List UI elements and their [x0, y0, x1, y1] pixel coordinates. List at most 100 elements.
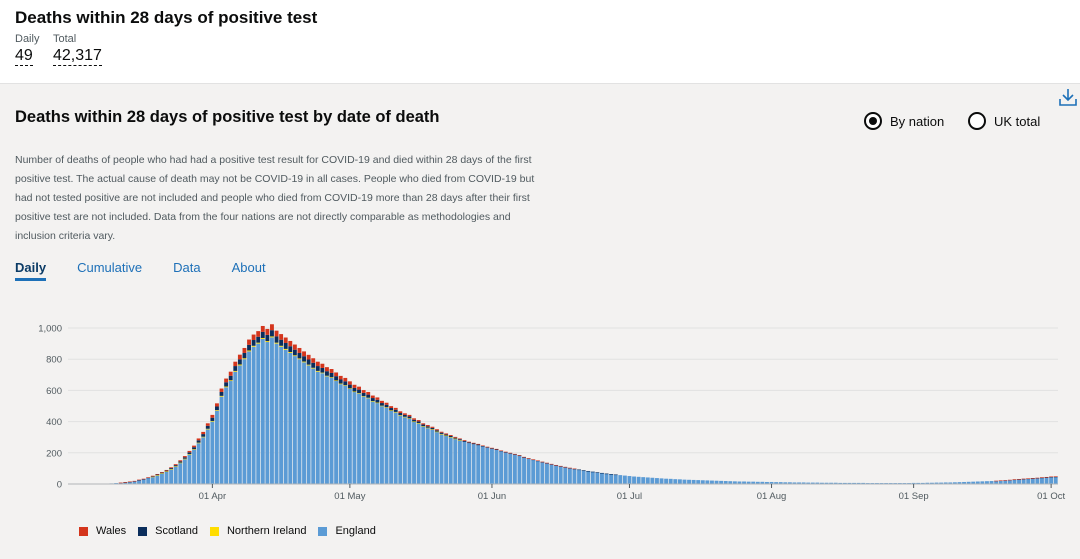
bar-england — [219, 396, 224, 484]
bar-scotland — [141, 479, 146, 480]
bar-wales — [201, 431, 206, 435]
bar-england — [279, 346, 284, 484]
tab-about[interactable]: About — [231, 260, 266, 275]
bar-scotland — [448, 435, 453, 438]
bar-wales — [393, 407, 398, 410]
bar-england — [471, 444, 476, 484]
tab-daily[interactable]: Daily — [15, 260, 47, 281]
bar-england — [939, 482, 944, 484]
bar-england — [911, 482, 916, 484]
bar-england — [604, 473, 609, 484]
bar-england — [985, 481, 989, 484]
x-tick-label: 01 Oct — [1037, 491, 1065, 502]
bar-wales — [315, 361, 320, 367]
bar-scotland — [155, 474, 160, 476]
bar-wales — [228, 371, 233, 376]
bar-scotland — [352, 387, 357, 392]
bar-wales — [531, 459, 536, 460]
bar-wales — [1040, 477, 1044, 478]
daily-value[interactable]: 49 — [15, 47, 33, 66]
bar-scotland — [604, 473, 609, 475]
bar-scotland — [256, 336, 261, 343]
bar-wales — [123, 482, 128, 483]
bar-england — [421, 426, 426, 484]
tab-data[interactable]: Data — [173, 260, 201, 275]
chart-description: Number of deaths of people who had had a… — [15, 154, 535, 242]
bar-wales — [265, 328, 270, 335]
bar-england — [916, 482, 921, 484]
download-icon[interactable] — [1057, 86, 1079, 108]
bar-england — [192, 449, 196, 484]
bar-england — [742, 481, 746, 484]
bar-england — [549, 464, 554, 484]
bar-northern-ireland — [187, 454, 192, 455]
total-value[interactable]: 42,317 — [53, 47, 102, 66]
bar-england — [774, 482, 779, 484]
bar-northern-ireland — [393, 411, 398, 413]
bar-england — [824, 482, 829, 484]
bar-scotland — [315, 366, 320, 371]
bar-wales — [998, 480, 1003, 482]
bar-scotland — [499, 450, 504, 452]
bar-scotland — [265, 334, 270, 342]
bar-wales — [361, 390, 366, 393]
radio-circle-unselected[interactable] — [968, 112, 986, 130]
bar-wales — [274, 330, 279, 337]
bar-northern-ireland — [375, 402, 380, 404]
bar-scotland — [192, 447, 196, 450]
bar-scotland — [173, 465, 178, 467]
bar-england — [288, 352, 293, 484]
bar-scotland — [490, 448, 494, 449]
bar-scotland — [283, 342, 288, 349]
bar-england — [380, 406, 384, 484]
bar-wales — [425, 425, 430, 427]
radio-by-nation[interactable]: By nation — [864, 112, 944, 130]
bar-wales — [389, 406, 394, 409]
bar-england — [705, 480, 710, 484]
bar-wales — [1007, 479, 1012, 481]
bar-wales — [370, 395, 375, 399]
bar-wales — [173, 464, 178, 466]
bar-england — [416, 423, 421, 484]
bar-england — [622, 475, 627, 484]
bar-england — [237, 365, 242, 484]
bar-wales — [1030, 478, 1035, 479]
bar-scotland — [205, 425, 210, 429]
bar-scotland — [590, 471, 595, 473]
bar-scotland — [522, 457, 526, 458]
radio-uk-total[interactable]: UK total — [968, 112, 1040, 130]
bar-northern-ireland — [435, 431, 439, 433]
bar-wales — [347, 381, 352, 385]
bar-england — [1012, 479, 1017, 484]
bar-wales — [137, 479, 141, 481]
bar-wales — [499, 450, 504, 452]
bar-wales — [535, 460, 540, 462]
bar-northern-ireland — [260, 337, 265, 339]
bar-scotland — [467, 442, 471, 444]
tab-cumulative[interactable]: Cumulative — [77, 260, 143, 275]
bar-wales — [237, 354, 242, 360]
bar-england — [476, 445, 481, 484]
bar-england — [123, 482, 128, 484]
bar-scotland — [421, 424, 426, 427]
bar-england — [820, 482, 824, 484]
bar-wales — [127, 481, 132, 483]
bar-england — [517, 455, 522, 484]
bar-england — [975, 481, 980, 484]
bar-northern-ireland — [297, 358, 302, 360]
bar-england — [490, 448, 494, 484]
radio-circle-selected[interactable] — [864, 112, 882, 130]
bar-wales — [164, 469, 169, 471]
bar-england — [687, 479, 691, 484]
bar-northern-ireland — [357, 393, 361, 394]
bar-wales — [251, 334, 256, 341]
bar-wales — [366, 391, 371, 395]
bar-england — [769, 481, 774, 484]
bar-england — [283, 349, 288, 484]
bar-scotland — [357, 389, 361, 394]
bar-wales — [196, 438, 201, 441]
bar-england — [586, 471, 591, 484]
bar-england — [160, 473, 164, 484]
bar-wales — [325, 367, 329, 372]
bar-scotland — [476, 444, 481, 446]
